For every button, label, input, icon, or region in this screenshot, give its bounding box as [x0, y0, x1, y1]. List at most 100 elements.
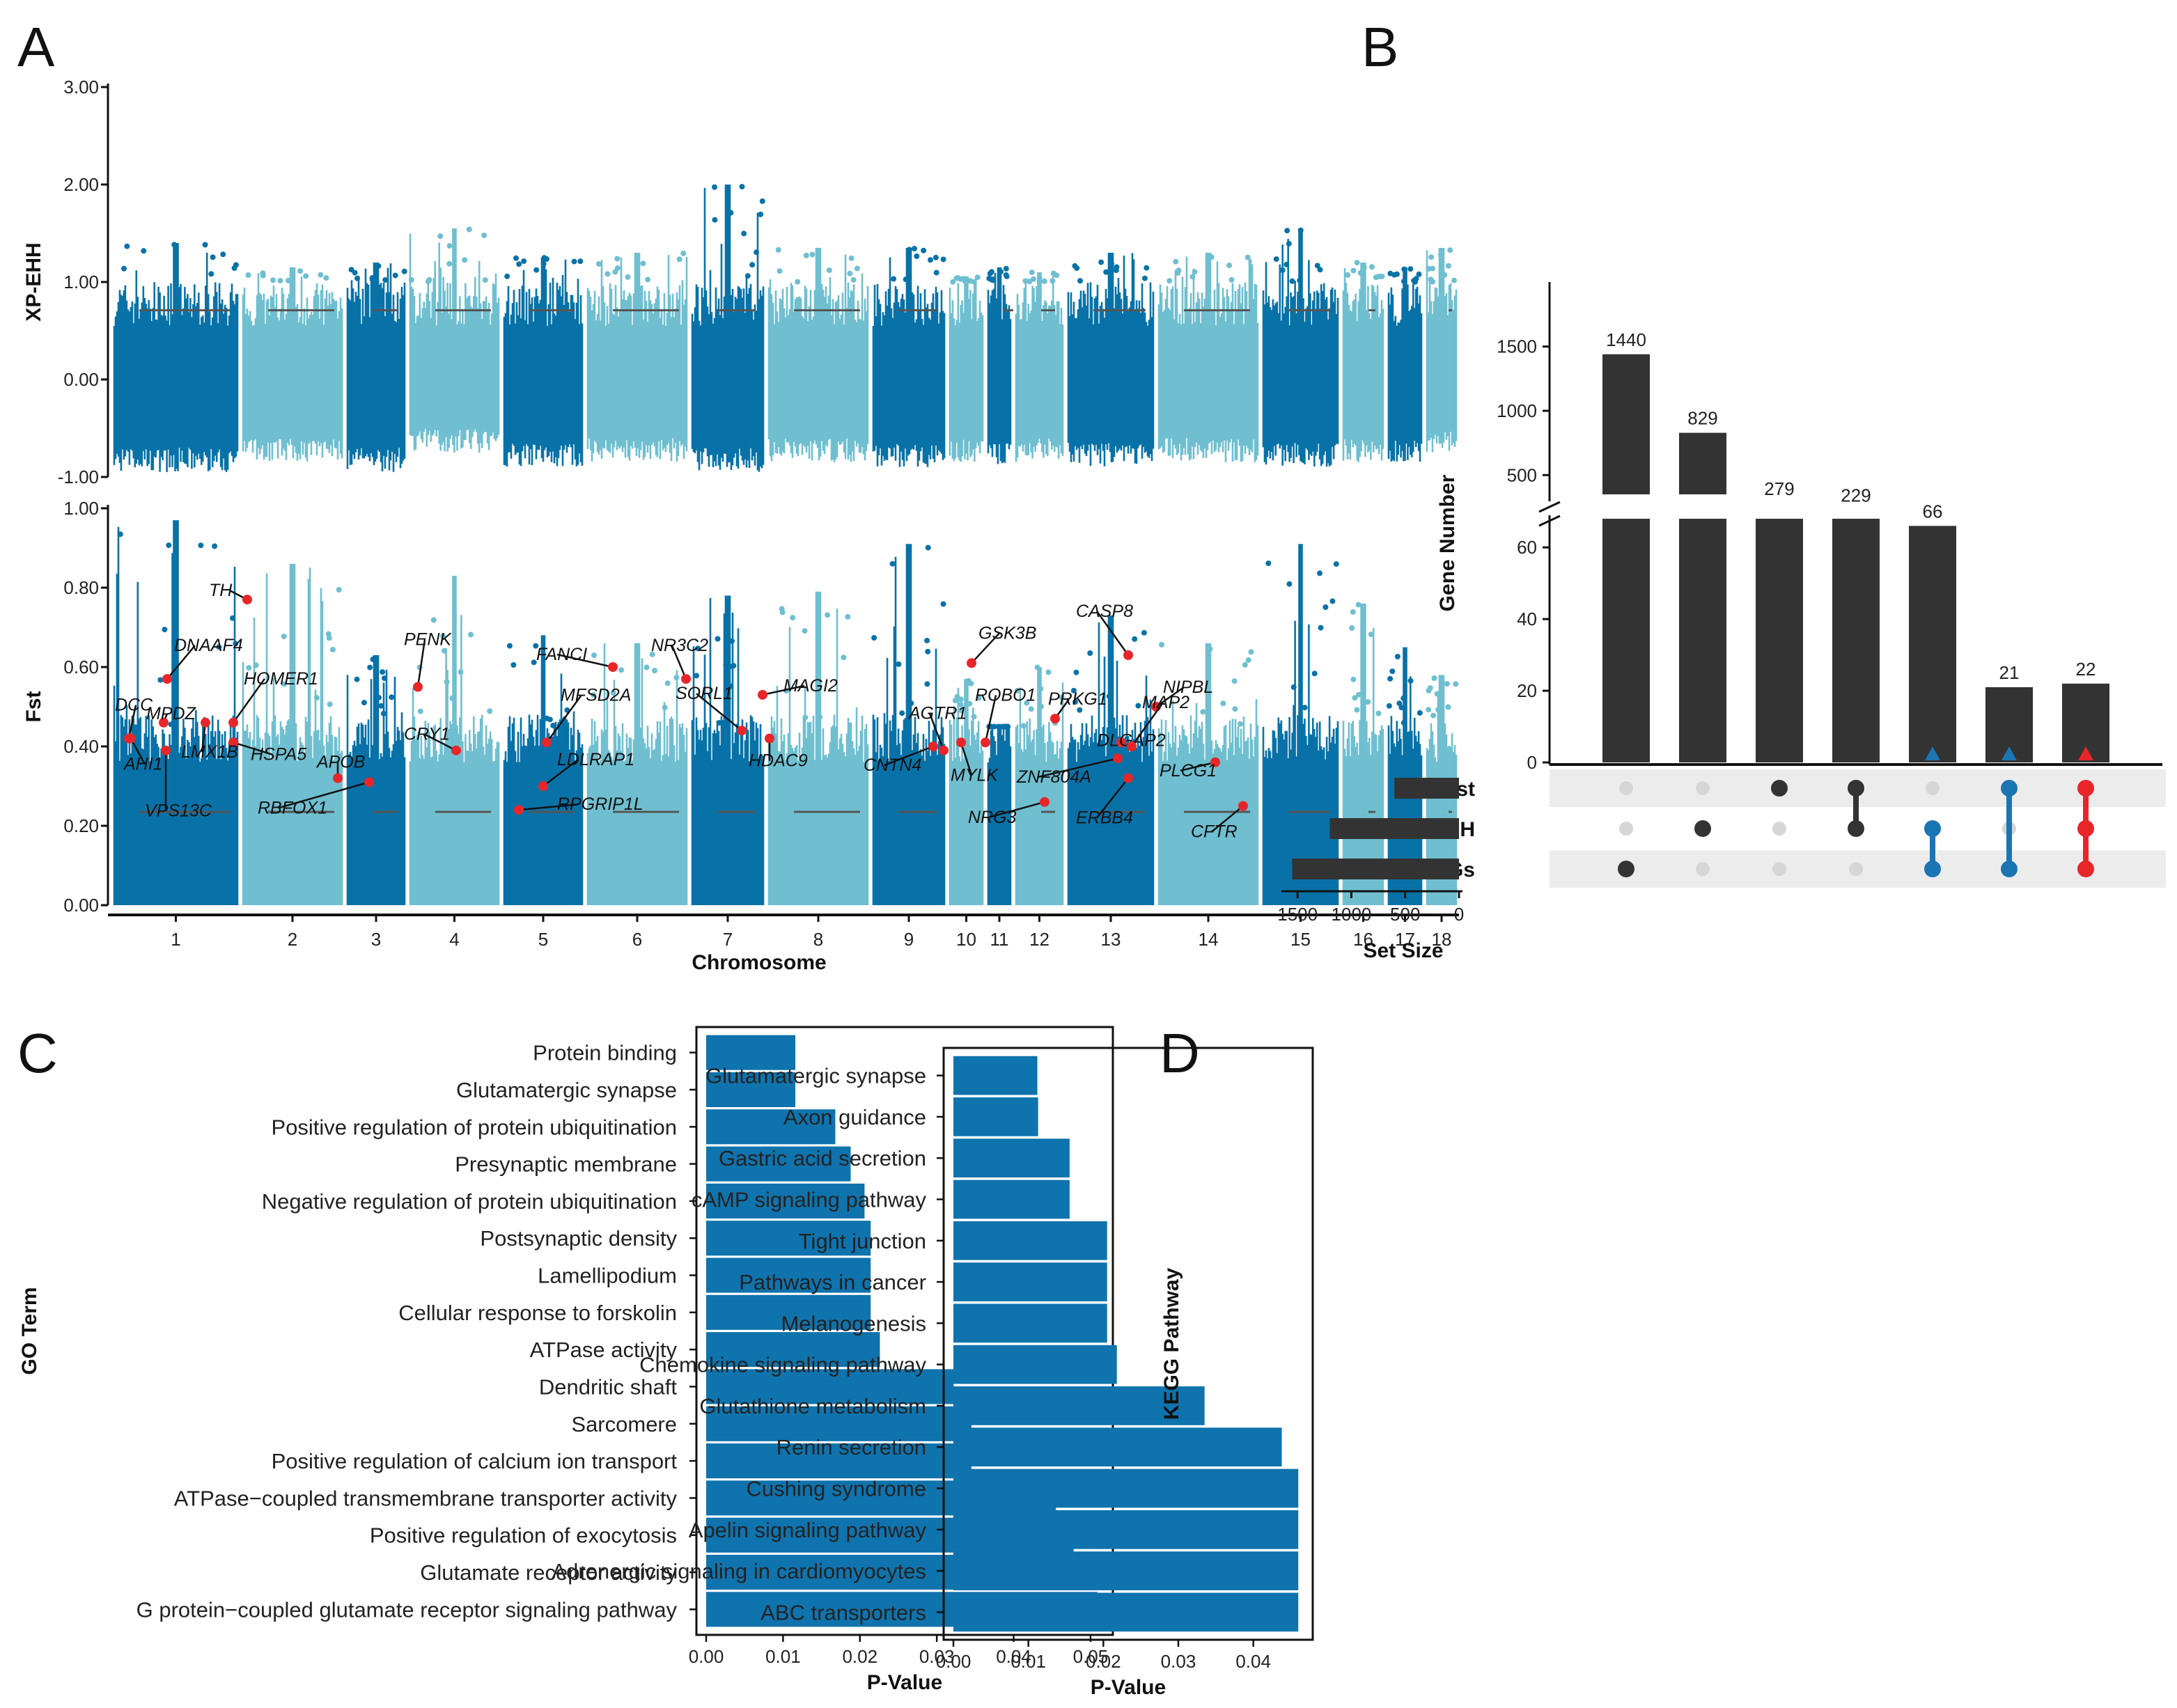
bar	[706, 1406, 972, 1441]
snp-point	[1072, 263, 1078, 269]
snp-point	[442, 648, 448, 654]
bar	[706, 1035, 796, 1070]
snp-point	[680, 250, 687, 256]
snp-point	[329, 647, 336, 652]
snp-point	[1447, 247, 1453, 253]
snp-point	[924, 681, 930, 687]
snp-point	[1022, 278, 1029, 284]
snp-point	[924, 637, 930, 643]
snp-point	[618, 667, 625, 673]
gene-point-znf804a	[1113, 753, 1123, 764]
gene-leader-line	[1130, 702, 1164, 747]
snp-point	[437, 233, 444, 240]
intersection-marker	[2002, 746, 2017, 760]
chromosome-tick-label: 9	[904, 929, 914, 950]
category-label: Chemokine signaling pathway	[639, 1353, 926, 1377]
snp-point	[906, 246, 912, 253]
snp-point	[1349, 625, 1355, 631]
gene-leader-line	[130, 738, 146, 765]
gene-label: SORL1	[676, 684, 733, 703]
chromosome-3-points	[346, 655, 406, 905]
snp-point	[1041, 278, 1047, 284]
matrix-dot-empty	[1696, 862, 1710, 876]
snp-point	[958, 702, 964, 707]
gene-point-lmx1b	[201, 717, 210, 728]
intersection-bar-lower	[1832, 519, 1880, 762]
matrix-dot-empty	[1772, 862, 1786, 876]
snp-point	[1302, 705, 1308, 711]
snp-point	[728, 683, 734, 689]
snp-point	[1279, 267, 1286, 273]
snp-point	[382, 277, 389, 283]
matrix-dot-filled	[1848, 820, 1864, 837]
snp-point	[1284, 228, 1290, 234]
gene-leader-line	[545, 694, 583, 744]
matrix-dot-filled	[2001, 861, 2018, 877]
snp-point	[1350, 609, 1356, 615]
snp-point	[577, 258, 584, 265]
bar	[953, 1097, 1038, 1136]
matrix-dot-empty	[1772, 822, 1786, 836]
snp-point	[1401, 266, 1407, 272]
snp-point	[449, 695, 455, 701]
snp-point	[739, 184, 745, 190]
gene-point-map2	[1127, 742, 1137, 751]
snp-point	[1286, 240, 1292, 246]
snp-point	[571, 258, 577, 265]
chromosome-tick-label: 2	[288, 929, 297, 950]
snp-point	[1453, 681, 1459, 687]
gene-label: MFSD2A	[561, 685, 631, 705]
snp-point	[1445, 263, 1451, 269]
gene-point-agtr1	[939, 745, 949, 755]
snp-point	[871, 635, 877, 641]
snp-point	[376, 694, 382, 700]
snp-point	[676, 256, 682, 263]
chromosome-12-strip	[1015, 667, 1064, 905]
bar	[706, 1258, 871, 1293]
gene-leader-line	[518, 803, 579, 811]
snp-point	[246, 665, 252, 671]
snp-point	[361, 700, 367, 706]
snp-point	[277, 278, 283, 284]
snp-point	[141, 248, 147, 254]
x-tick-label: 0.04	[996, 1646, 1031, 1667]
matrix-dot-empty	[1696, 781, 1710, 795]
snp-point	[166, 542, 172, 549]
snp-point	[1428, 276, 1434, 283]
y-tick-label: 0.20	[63, 815, 99, 836]
snp-point	[1242, 661, 1248, 668]
gene-leader-line	[1095, 611, 1130, 656]
axis-break-mark	[1538, 501, 1561, 527]
chromosome-12-points	[1015, 269, 1064, 462]
gene-label: LMX1B	[181, 742, 238, 762]
snp-point	[1135, 703, 1141, 709]
snp-point	[610, 690, 616, 696]
snp-point	[157, 677, 164, 683]
set-size-title: Set Size	[1363, 939, 1443, 962]
chromosome-tick-label: 15	[1290, 929, 1311, 950]
y-tick-label: 60	[1517, 537, 1537, 558]
snp-point	[976, 695, 982, 701]
snp-point	[506, 643, 513, 649]
bar	[953, 1427, 1282, 1467]
snp-point	[1407, 266, 1414, 272]
snp-point	[1451, 277, 1457, 283]
snp-point	[662, 705, 668, 711]
snp-point	[1354, 707, 1360, 713]
intersection-bar-upper	[1602, 354, 1650, 494]
snp-point	[971, 714, 977, 720]
set-size-tick-label: 0	[1454, 904, 1464, 925]
bar-value-label: 279	[1764, 478, 1794, 499]
chromosome-tick-label: 5	[538, 929, 548, 950]
bar	[706, 1369, 954, 1404]
category-label: G protein−coupled glutamate receptor sig…	[136, 1597, 678, 1622]
gene-leader-line	[233, 742, 272, 755]
intersection-bar-lower	[1679, 519, 1726, 762]
chromosome-9-points	[872, 246, 946, 467]
matrix-dot-empty	[1619, 822, 1633, 836]
y-axis-title: KEGG Pathway	[1160, 1267, 1183, 1420]
snp-point	[1373, 274, 1379, 281]
snp-point	[1226, 263, 1233, 269]
gene-label: NR3C2	[651, 636, 708, 655]
snp-point	[847, 270, 853, 276]
